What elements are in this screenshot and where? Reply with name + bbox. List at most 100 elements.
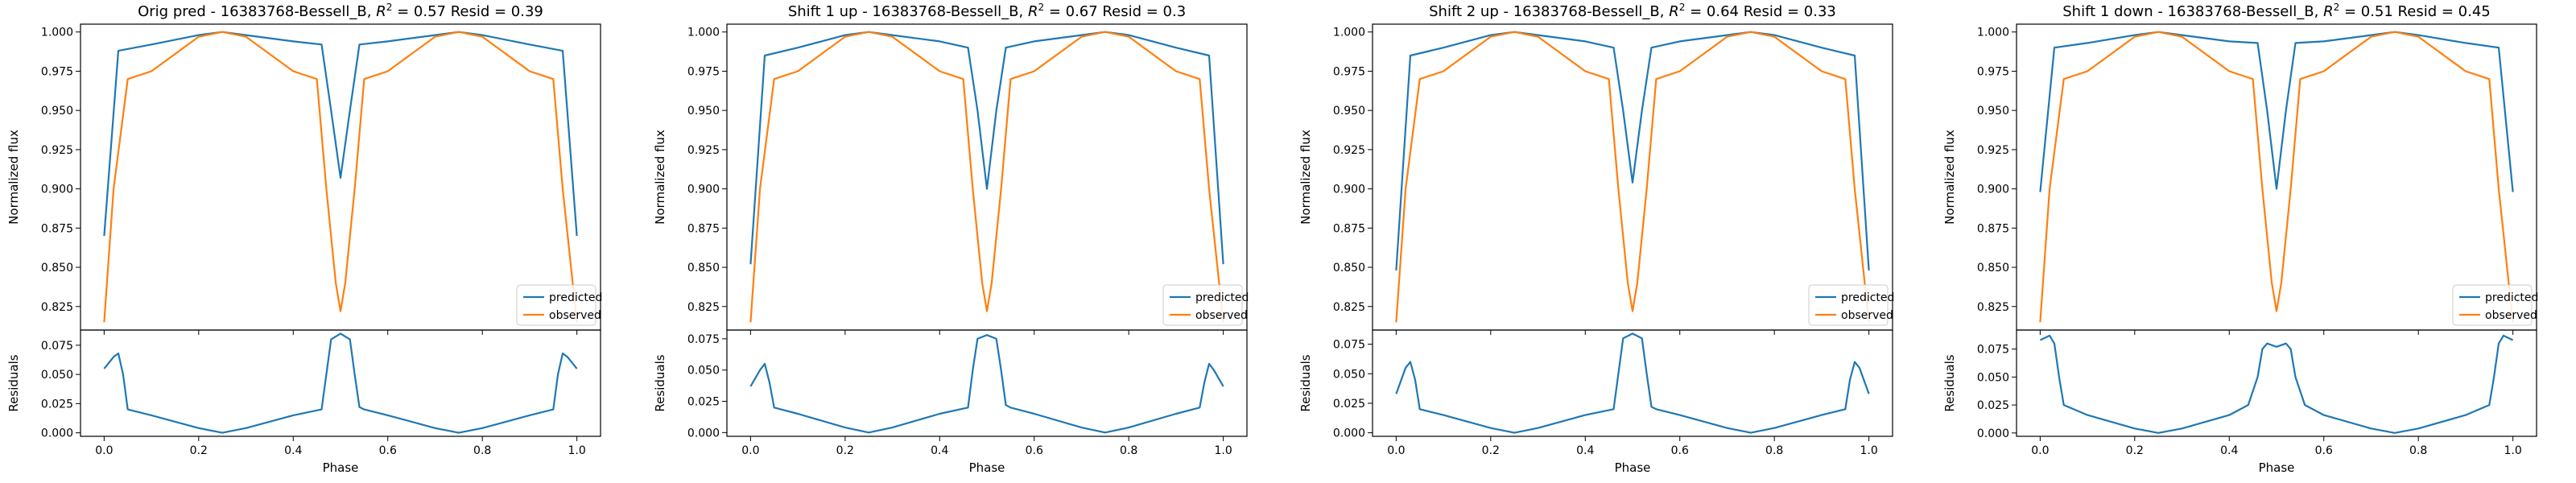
title-prefix: Shift 1 down - 16383768-Bessell_B,	[2062, 3, 2323, 20]
y-tick-label: 0.025	[687, 396, 720, 409]
axes-frame	[726, 23, 1248, 331]
residuals-panel: 0.000 0.025 0.050 0.075 0.0 0.2 0.4 0.6 0.8 1.0 Re…	[653, 329, 1248, 475]
residuals-line	[749, 334, 1224, 434]
title-r: R	[2323, 3, 2334, 20]
y-axis-label: Residuals	[1298, 354, 1313, 411]
chart-title: Shift 1 down - 16383768-Bessell_B, R2 = …	[2062, 2, 2491, 20]
y-tick-label: 0.000	[41, 427, 73, 440]
x-tick-label: 0.8	[1120, 444, 1137, 457]
y-tick-label: 0.075	[41, 340, 73, 353]
subplot-1: Orig pred - 16383768-Bessell_B, R2 = 0.5…	[6, 2, 602, 475]
legend-label-observed: observed	[1841, 309, 1893, 322]
y-tick-label: 0.975	[41, 65, 73, 78]
y-tick-label: 0.925	[41, 144, 73, 157]
title-prefix: Shift 1 up - 16383768-Bessell_B,	[788, 3, 1028, 20]
observed-line	[1395, 31, 1870, 323]
y-tick-label: 0.950	[1977, 105, 2009, 118]
y-axis-label: Normalized flux	[653, 130, 667, 225]
x-tick-label: 0.8	[473, 444, 491, 457]
y-tick-label: 0.075	[1333, 339, 1365, 352]
y-tick-label: 0.075	[687, 333, 720, 346]
title-r: R	[1028, 3, 1038, 20]
axes-frame	[1372, 329, 1893, 437]
y-tick-label: 0.950	[41, 105, 73, 118]
chart-title: Orig pred - 16383768-Bessell_B, R2 = 0.5…	[138, 2, 543, 20]
y-tick-label: 1.000	[1977, 27, 2009, 39]
title-r: R	[1669, 3, 1679, 20]
y-tick-label: 0.000	[1333, 427, 1365, 440]
x-tick-label: 0.2	[190, 444, 208, 457]
legend: predicted observed	[516, 284, 602, 326]
subplot-4: Shift 1 down - 16383768-Bessell_B, R2 = …	[1942, 2, 2538, 475]
y-tick-label: 0.825	[1977, 301, 2009, 314]
x-tick-label: 1.0	[568, 444, 586, 457]
x-tick-label: 0.4	[1576, 444, 1594, 457]
x-tick-label: 0.8	[2409, 444, 2427, 457]
x-axis-label: Phase	[1615, 460, 1651, 475]
y-tick-label: 0.900	[41, 184, 73, 196]
flux-panel: 0.825 0.850 0.875 0.900 0.925 0.950 0.975 1.000…	[1298, 23, 1894, 335]
x-tick-label: 0.2	[1482, 444, 1500, 457]
subplot-3: Shift 2 up - 16383768-Bessell_B, R2 = 0.…	[1298, 2, 1894, 475]
legend-label-predicted: predicted	[1841, 291, 1894, 304]
y-axis-label: Normalized flux	[1942, 130, 1957, 225]
residuals-panel: 0.000 0.025 0.050 0.075 0.0 0.2 0.4 0.6 0.8 1.0 Re…	[6, 329, 601, 475]
x-tick-label: 0.0	[2031, 444, 2049, 457]
y-tick-label: 0.050	[687, 365, 720, 378]
legend-label-observed: observed	[549, 309, 601, 322]
y-tick-label: 1.000	[1333, 27, 1365, 39]
y-tick-label: 0.900	[1333, 184, 1365, 196]
y-tick-label: 0.925	[1333, 144, 1365, 157]
predicted-line	[1395, 31, 1870, 270]
title-suffix: = 0.64 Resid = 0.33	[1685, 3, 1836, 20]
legend: predicted observed	[2452, 284, 2538, 326]
x-tick-label: 0.2	[2126, 444, 2144, 457]
x-axis-label: Phase	[2259, 460, 2295, 475]
title-suffix: = 0.67 Resid = 0.3	[1044, 3, 1186, 20]
x-tick-label: 0.8	[1765, 444, 1783, 457]
y-tick-label: 0.900	[687, 184, 720, 196]
x-tick-label: 0.2	[836, 444, 854, 457]
x-tick-label: 0.0	[1387, 444, 1405, 457]
y-tick-label: 0.875	[41, 222, 73, 235]
y-tick-label: 0.900	[1977, 184, 2009, 196]
x-tick-label: 0.4	[931, 444, 948, 457]
predicted-line	[749, 31, 1224, 265]
y-tick-label: 0.875	[1333, 222, 1365, 235]
y-tick-label: 0.075	[1977, 344, 2009, 357]
title-prefix: Shift 2 up - 16383768-Bessell_B,	[1429, 3, 1669, 20]
y-tick-label: 0.000	[1977, 427, 2009, 440]
axes-frame	[2016, 23, 2537, 331]
y-tick-label: 0.975	[1333, 65, 1365, 78]
y-tick-label: 0.950	[687, 105, 720, 118]
residuals-panel: 0.000 0.025 0.050 0.075 0.0 0.2 0.4 0.6 0.8 1.0 Re…	[1298, 329, 1893, 475]
title-r: R	[376, 3, 386, 20]
legend-label-observed: observed	[1195, 309, 1248, 322]
x-tick-label: 1.0	[2504, 444, 2522, 457]
residuals-line	[103, 332, 578, 434]
title-suffix: = 0.51 Resid = 0.45	[2339, 3, 2491, 20]
y-tick-label: 0.025	[41, 398, 73, 411]
x-tick-label: 0.6	[379, 444, 397, 457]
predicted-line	[2039, 31, 2514, 192]
y-tick-label: 0.825	[1333, 301, 1365, 314]
y-tick-label: 0.825	[41, 301, 73, 314]
y-tick-label: 0.850	[1333, 262, 1365, 275]
residuals-panel: 0.000 0.025 0.050 0.075 0.0 0.2 0.4 0.6 0.8 1.0 Re…	[1942, 329, 2537, 475]
y-tick-label: 0.850	[1977, 262, 2009, 275]
x-tick-label: 1.0	[1860, 444, 1878, 457]
legend-label-predicted: predicted	[2485, 291, 2538, 304]
x-axis-label: Phase	[323, 460, 359, 475]
legend-label-observed: observed	[2485, 309, 2537, 322]
y-tick-label: 0.050	[41, 369, 73, 382]
axes-frame	[2016, 329, 2537, 437]
y-tick-label: 0.950	[1333, 105, 1365, 118]
y-tick-label: 0.925	[1977, 144, 2009, 157]
legend-label-predicted: predicted	[1195, 291, 1249, 304]
residuals-line	[2039, 334, 2514, 434]
y-axis-label: Residuals	[653, 354, 667, 411]
y-axis-label: Normalized flux	[6, 130, 21, 225]
y-tick-label: 1.000	[41, 27, 73, 39]
observed-line	[749, 31, 1224, 323]
